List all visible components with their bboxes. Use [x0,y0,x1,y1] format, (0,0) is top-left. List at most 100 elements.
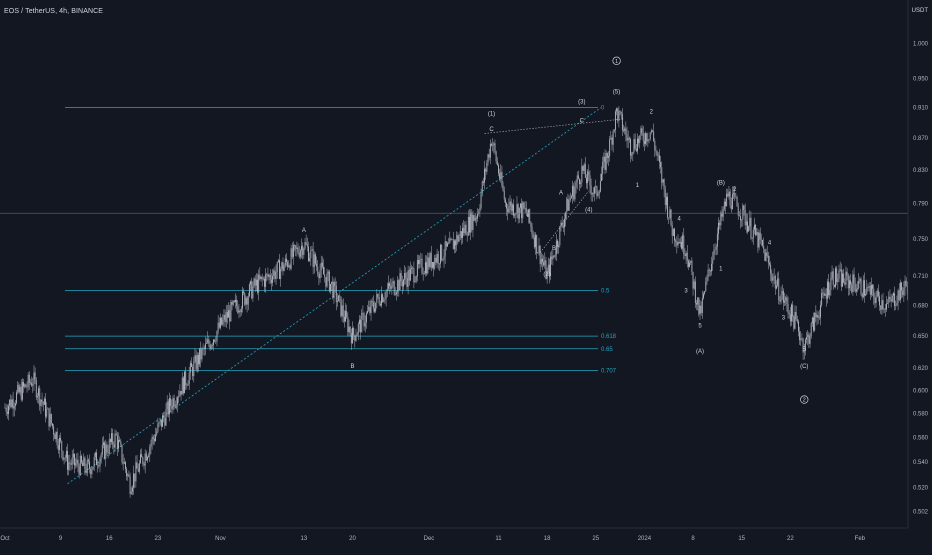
candle-body [569,198,571,201]
candle-body [648,139,650,140]
candle-body [390,286,392,289]
candle-body [463,227,465,234]
candle-body [774,276,776,289]
candle-body [129,476,131,495]
candle-body [772,277,774,281]
candle-body [903,287,905,296]
candle-body [755,224,757,236]
wave-circle [800,395,809,404]
candle-body [425,262,426,274]
candle-body [61,441,63,452]
candle-body [447,243,448,247]
candle-body [638,138,640,144]
candle-body [523,202,525,209]
fib-level-label: 0.618 [601,334,617,340]
candle-body [260,276,262,280]
candle-body [500,171,502,179]
candle-body [33,372,35,384]
candle-body [674,228,675,241]
candle-body [643,140,645,144]
candle-body [63,457,65,460]
price-tick-label: 0.790 [913,202,929,208]
time-tick-label: 8 [691,536,695,542]
candle-body [665,196,667,206]
candle-body [347,317,349,333]
candle-body [400,273,402,282]
candle-body [401,281,403,287]
candle-body [725,201,726,207]
candle-body [218,322,220,328]
time-axis[interactable]: Oct91623Nov1320Dec111825202481522Feb1219… [0,527,932,542]
candle-body [427,257,429,274]
candle-body [738,215,740,217]
candle-body [473,215,475,221]
candle-body [876,290,878,297]
candle-body [570,196,572,199]
candle-body [603,156,605,162]
fib-retracement[interactable]: 0 0.5 0.618 0.65 0.707 [65,106,617,375]
candle-body [816,315,818,318]
candle-body [859,278,861,281]
candle-body [645,133,647,144]
candle-body [633,139,635,152]
wave-label: 1 [719,267,723,273]
price-axis[interactable]: 1.000 0.950 0.910 0.870 0.830 0.790 0.750 0.710… [907,0,932,550]
candle-body [825,293,827,299]
candle-body [557,240,558,248]
candle-body [361,312,363,333]
candle-body [877,290,879,297]
candle-body [462,227,463,239]
candle-body [18,384,20,393]
candle-body [21,382,23,400]
candle-body [346,310,348,318]
candle-body [136,462,138,469]
candle-body [247,296,249,305]
candle-body [503,190,505,200]
candle-body [694,281,696,304]
candle-body [832,271,834,286]
candle-body [704,290,706,294]
candle-body [431,262,433,268]
candle-body [510,201,512,211]
candle-body [119,439,121,442]
candle-body [48,408,50,427]
candle-body [875,296,877,304]
trend-line-support[interactable] [67,107,602,485]
candle-body [650,130,652,133]
candle-body [199,348,201,365]
trend-lines[interactable] [67,107,624,485]
candle-body [803,350,805,353]
candle-body [460,231,462,239]
candle-body [836,268,838,283]
candle-body [821,292,823,306]
candle-body [65,451,67,458]
candle-body [548,264,550,276]
candle-body [683,235,685,255]
trend-line-top[interactable] [484,118,624,134]
candle-body [280,268,282,279]
wave-label: B [552,246,556,252]
price-tick-label: 0.600 [913,388,929,394]
candle-body [897,290,899,303]
candle-body [743,205,745,211]
candle-body [383,299,385,302]
candle-body [712,259,714,264]
symbol-title[interactable]: EOS / TetherUS, 4h, BINANCE [4,8,104,15]
time-tick-label: 15 [738,536,745,542]
candle-body [180,391,182,395]
candle-body [537,252,539,254]
candle-body [602,161,604,175]
candle-body [804,339,806,351]
candle-body [233,300,235,303]
candle-body [135,462,137,482]
candle-body [19,386,21,393]
candle-body [499,173,501,179]
candle-body [122,461,124,464]
candle-body [620,111,622,115]
candle-body [360,319,362,333]
wave-label: A [302,228,306,234]
candle-body [506,203,508,209]
candle-body [98,465,100,467]
